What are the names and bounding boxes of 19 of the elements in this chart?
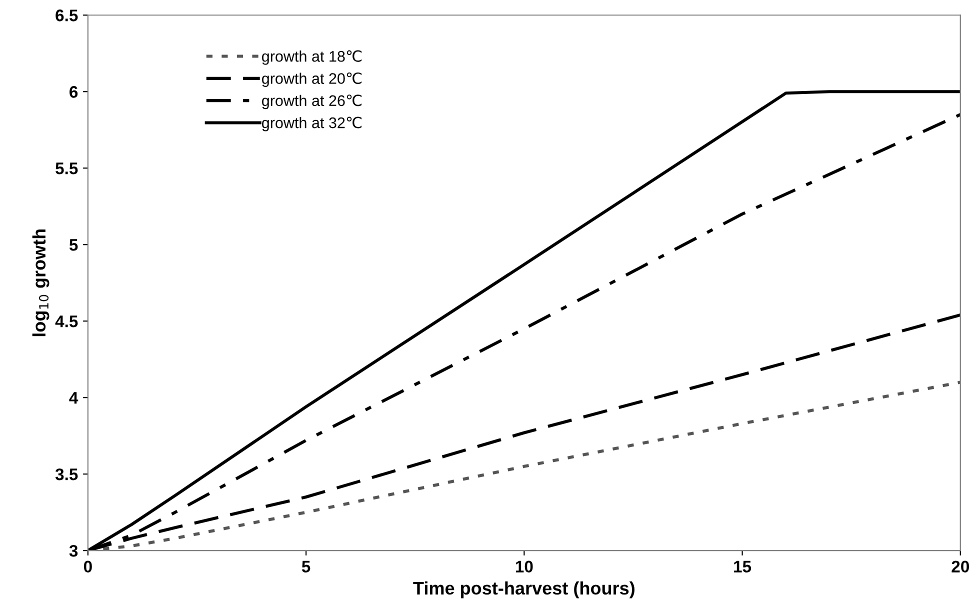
x-tick-label: 10 [516, 560, 533, 573]
legend-label: growth at 32℃ [262, 116, 362, 132]
legend-label: growth at 26℃ [262, 94, 362, 110]
y-tick-label: 6.5 [56, 10, 78, 22]
x-tick-label: 0 [84, 560, 92, 573]
legend-label: growth at 20℃ [262, 72, 362, 87]
x-tick-label: 15 [734, 560, 752, 573]
legend-label: growth at 18℃ [262, 50, 362, 65]
y-tick-label: 5 [69, 239, 78, 251]
x-tick-label: 20 [952, 560, 969, 573]
x-axis-title: Time post-harvest (hours) [413, 581, 634, 598]
y-tick-label: 5.5 [56, 162, 78, 174]
y-tick-label: 6 [70, 86, 78, 98]
x-tick-label: 5 [302, 560, 310, 573]
y-tick-label: 3.5 [55, 468, 78, 480]
y-tick-label: 4 [69, 392, 78, 404]
y-tick-label: 3 [69, 544, 78, 557]
y-tick-label: 4.5 [55, 316, 78, 328]
y-axis-title: log$_{10}$ growth [32, 229, 50, 336]
